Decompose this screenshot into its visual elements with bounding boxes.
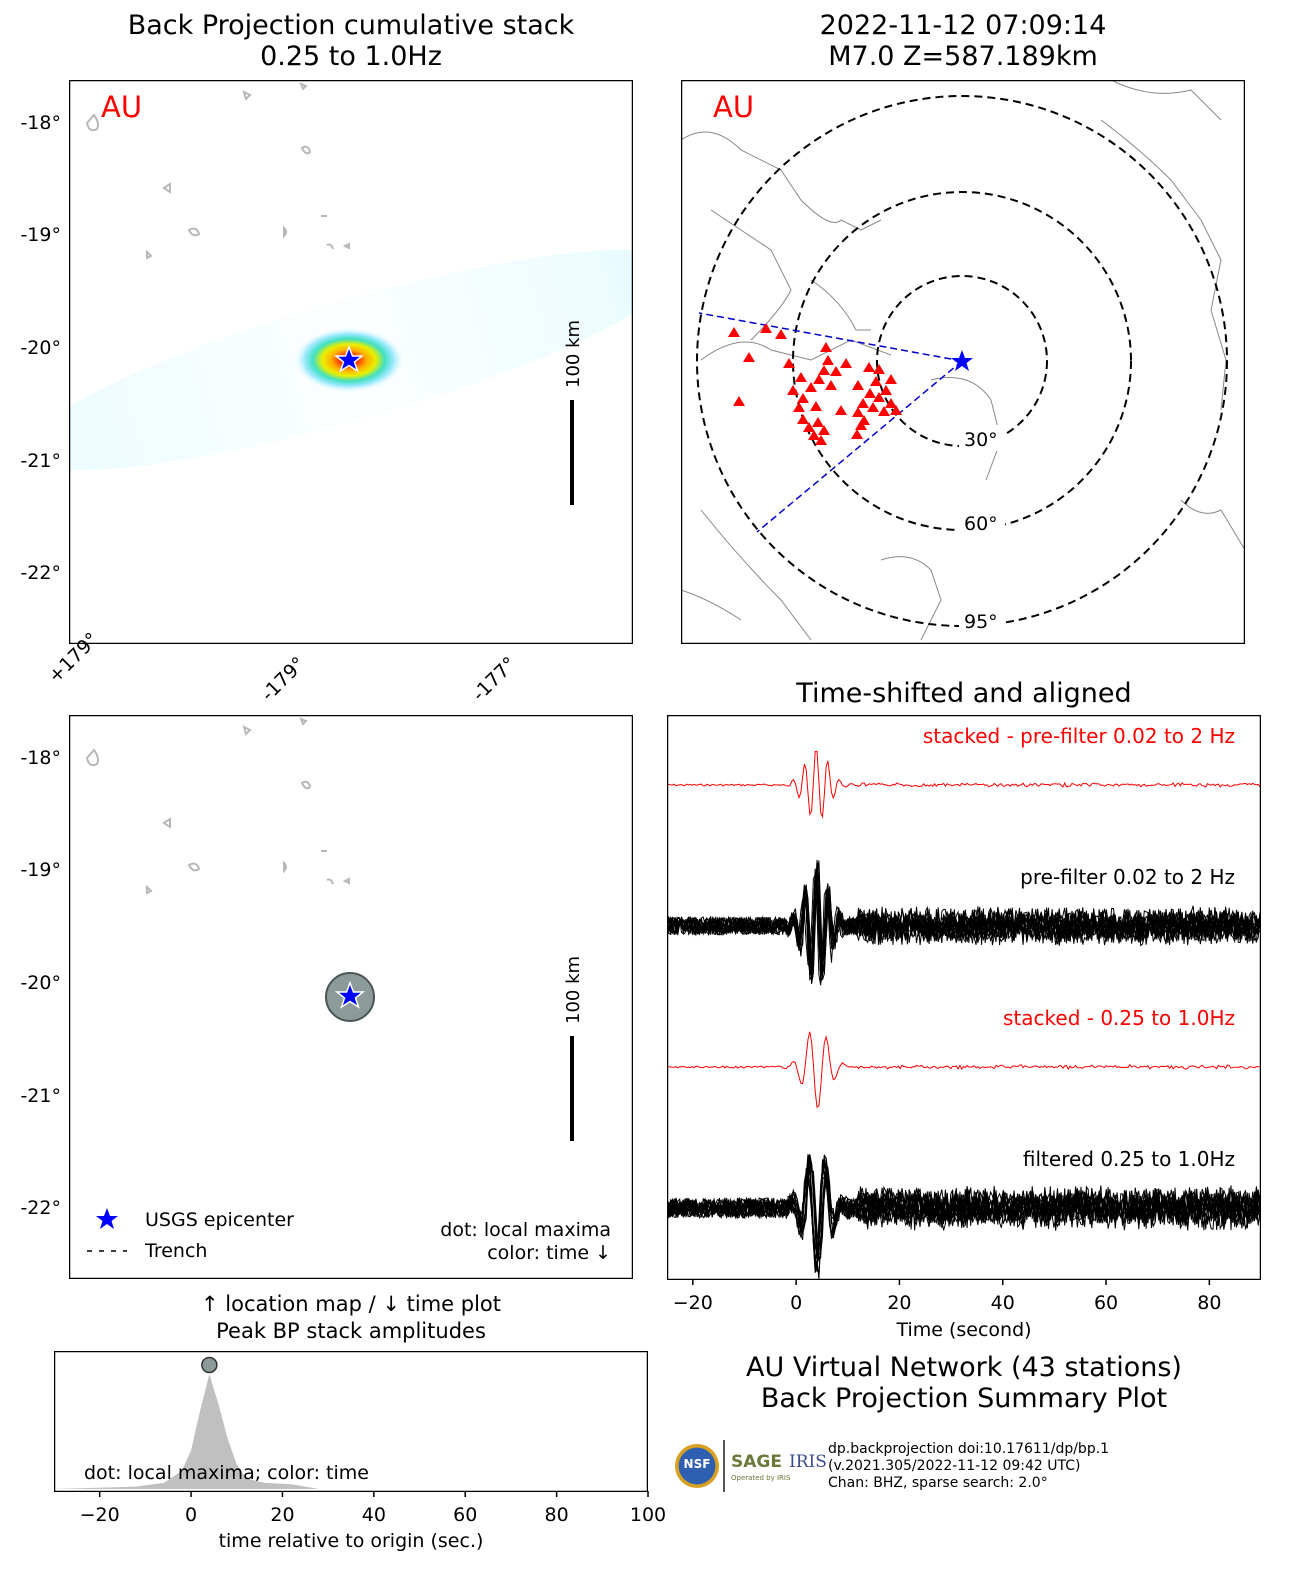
- time-map-panel: 100 km USGS epicenter Trench dot: local …: [69, 715, 633, 1279]
- ts-x-tick-label: 0: [185, 1504, 197, 1526]
- summary-info-channel: Chan: BHZ, sparse search: 2.0°: [828, 1475, 1048, 1491]
- wave-x-tick-label: 80: [1197, 1292, 1221, 1314]
- time-lat-tick: -22°: [20, 1197, 61, 1219]
- prefilter-trace: [667, 874, 1261, 986]
- stack-amplitude-area: [54, 1374, 648, 1489]
- iris-logo: IRIS: [789, 1452, 827, 1472]
- time-lat-tick: -20°: [20, 972, 61, 994]
- time-lat-tick: -21°: [20, 1085, 61, 1107]
- bp-map-title: Back Projection cumulative stack 0.25 to…: [69, 10, 633, 72]
- timeseries-frame: [54, 1351, 648, 1492]
- ring-label-95: 95°: [964, 611, 998, 633]
- epicenter-star: [334, 980, 366, 1009]
- bp-network-label: AU: [101, 90, 142, 124]
- timeseries-panel: dot: local maxima; color: time: [54, 1351, 648, 1492]
- station-network-label: AU: [713, 90, 754, 124]
- island-outlines: [85, 717, 350, 895]
- bp-lon-tick: -177°: [468, 652, 521, 706]
- bp-map-title-line2: 0.25 to 1.0Hz: [260, 41, 442, 72]
- ts-x-tick-label: −20: [80, 1504, 120, 1526]
- ts-x-tick-label: 20: [270, 1504, 294, 1526]
- bp-lat-tick: -22°: [20, 562, 61, 584]
- stacked-filtered-trace: [667, 1031, 1261, 1108]
- timeseries-note: dot: local maxima; color: time: [84, 1462, 369, 1484]
- bp-scale-label: 100 km: [563, 320, 584, 388]
- summary-info: dp.backprojection doi:10.17611/dp/bp.1 (…: [828, 1441, 1109, 1492]
- station-map-frame: [681, 80, 1245, 644]
- wave-x-tick-label: 60: [1094, 1292, 1118, 1314]
- nsf-logo: NSF: [675, 1444, 719, 1488]
- time-lat-tick: -19°: [20, 859, 61, 881]
- ts-x-tick-label: 100: [630, 1504, 666, 1526]
- caption-line1: ↑ location map / ↓ time plot: [201, 1292, 501, 1316]
- label-filtered: filtered 0.25 to 1.0Hz: [1023, 1147, 1235, 1171]
- wave-x-tick-label: 40: [991, 1292, 1015, 1314]
- prefilter-trace: [667, 868, 1261, 973]
- ts-x-tick-label: 40: [362, 1504, 386, 1526]
- wave-x-tick-label: 0: [790, 1292, 802, 1314]
- sage-logo: SAGE: [731, 1452, 782, 1472]
- wave-x-tick-label: −20: [673, 1292, 713, 1314]
- summary-line2: Back Projection Summary Plot: [760, 1383, 1168, 1414]
- station-map-title: 2022-11-12 07:09:14 M7.0 Z=587.189km: [681, 10, 1245, 72]
- wave-x-tick-label: 20: [887, 1292, 911, 1314]
- event-magnitude-depth: M7.0 Z=587.189km: [828, 41, 1098, 72]
- ring-label-30: 30°: [964, 429, 998, 451]
- filtered-trace: [667, 1156, 1261, 1280]
- time-map-note-1: dot: local maxima: [440, 1219, 611, 1241]
- timeseries-xlabel: time relative to origin (sec.): [218, 1530, 484, 1552]
- waveform-x-axis: −20 0 20 40 60 80: [673, 1279, 1221, 1314]
- bp-lat-tick: -21°: [20, 450, 61, 472]
- bp-lat-tick: -19°: [20, 224, 61, 246]
- filtered-trace: [667, 1156, 1261, 1271]
- timeseries-x-axis: −20 0 20 40 60 80 100: [80, 1491, 666, 1526]
- ts-x-tick-label: 60: [453, 1504, 477, 1526]
- summary-line1: AU Virtual Network (43 stations): [746, 1352, 1182, 1383]
- label-prefilter: pre-filter 0.02 to 2 Hz: [1020, 865, 1235, 889]
- waveform-panel: stacked - pre-filter 0.02 to 2 Hz pre-fi…: [667, 715, 1261, 1280]
- waveform-title: Time-shifted and aligned: [796, 678, 1132, 709]
- bp-lat-tick: -20°: [20, 337, 61, 359]
- legend-trench-label: Trench: [144, 1240, 207, 1262]
- epicenter-star: [333, 344, 365, 373]
- logo-divider: [723, 1440, 725, 1492]
- station-triangles: [728, 323, 902, 445]
- sage-logo-sub: Operated by IRIS: [731, 1474, 791, 1482]
- ts-x-tick-label: 80: [545, 1504, 569, 1526]
- time-scale-label: 100 km: [563, 956, 584, 1024]
- event-datetime: 2022-11-12 07:09:14: [819, 10, 1107, 41]
- summary-title: AU Virtual Network (43 stations) Back Pr…: [667, 1352, 1261, 1414]
- stacked-prefilter-trace: [667, 750, 1261, 819]
- summary-info-doi: dp.backprojection doi:10.17611/dp/bp.1: [828, 1441, 1110, 1457]
- bp-map-title-line1: Back Projection cumulative stack: [127, 10, 575, 41]
- label-stacked-prefilter: stacked - pre-filter 0.02 to 2 Hz: [923, 724, 1235, 748]
- summary-info-version: (v.2021.305/2022-11-12 09:42 UTC): [828, 1458, 1081, 1474]
- peak-dot: [201, 1356, 218, 1374]
- caption: ↑ location map / ↓ time plot Peak BP sta…: [69, 1291, 633, 1345]
- bp-map-panel: 100 km AU: [69, 80, 633, 644]
- bp-map-frame: [69, 80, 633, 644]
- azimuth-lines: [698, 312, 963, 533]
- time-map-frame: [69, 715, 633, 1279]
- waveform-frame: [667, 715, 1261, 1280]
- ring-label-60: 60°: [964, 513, 998, 535]
- caption-line2: Peak BP stack amplitudes: [216, 1319, 486, 1343]
- time-lat-tick: -18°: [20, 747, 61, 769]
- station-map-panel: 30° 60° 95°: [681, 80, 1245, 644]
- time-map-note-2: color: time ↓: [487, 1242, 611, 1264]
- legend-star-icon: [96, 1208, 118, 1229]
- epicenter-star: [951, 350, 973, 371]
- bp-lon-tick: -179°: [257, 652, 310, 706]
- label-stacked-filtered: stacked - 0.25 to 1.0Hz: [1003, 1006, 1235, 1030]
- island-outlines: [85, 82, 350, 260]
- legend-epicenter-label: USGS epicenter: [145, 1209, 294, 1231]
- nsf-logo-text: NSF: [683, 1457, 711, 1471]
- waveform-xlabel: Time (second): [896, 1319, 1032, 1341]
- bp-lat-tick: -18°: [20, 112, 61, 134]
